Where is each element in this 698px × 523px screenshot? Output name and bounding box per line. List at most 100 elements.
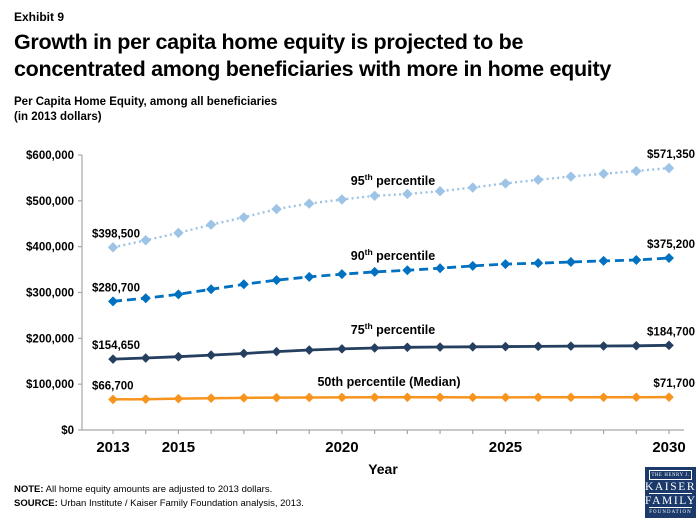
series-label: 75th percentile [351,321,436,337]
data-point-marker [402,392,413,403]
note-line: NOTE: All home equity amounts are adjust… [14,483,304,497]
source-line: SOURCE: Urban Institute / Kaiser Family … [14,497,304,511]
series-line [112,256,670,303]
data-point-marker [108,394,118,405]
x-axis-title: Year [368,461,398,477]
series-line [112,395,670,401]
chart-subtitle-line1: Per Capita Home Equity, among all benefi… [14,96,278,108]
start-value-label: $66,700 [92,380,134,392]
series-95th-percentile: 95th percentile $398,500 $571,350 [92,149,695,253]
data-point-marker [631,165,642,177]
data-point-marker [304,271,315,282]
data-point-marker [631,340,642,351]
note-label: NOTE: [14,484,44,495]
data-point-marker [140,353,151,363]
data-point-marker [304,198,315,209]
data-point-marker [140,293,151,304]
data-point-marker [173,289,184,300]
data-point-marker [369,392,380,403]
kff-logo-line1: THE HENRY J. [649,470,692,480]
start-value-label: $280,700 [92,282,140,294]
kff-logo-line4: FOUNDATION [649,510,692,515]
data-point-marker [500,392,511,403]
y-tick-label: $600,000 [26,150,74,162]
source-label: SOURCE: [14,497,58,509]
data-point-marker [336,194,348,205]
data-point-marker [337,392,347,403]
footnote: NOTE: All home equity amounts are adjust… [14,483,304,510]
data-point-marker [238,212,250,223]
data-point-marker [173,351,184,362]
source-text: Urban Institute / Kaiser Family Foundati… [57,497,304,509]
data-point-marker [304,392,315,403]
data-point-marker [239,348,249,359]
data-point-marker [533,392,543,403]
data-point-marker [271,203,282,215]
series-label: 90th percentile [351,247,436,263]
kff-logo-rule2 [649,507,692,508]
kff-logo: THE HENRY J. KAISER FAMILY FOUNDATION [645,467,696,518]
data-point-marker [566,392,576,403]
x-tick-label: 2030 [652,439,685,456]
data-point-marker [467,182,478,193]
data-point-marker [271,275,282,286]
data-point-marker [206,284,217,295]
data-point-marker [434,186,446,197]
data-point-marker [500,178,511,189]
y-tick-label: $200,000 [26,333,74,345]
series-label: 50th percentile (Median) [317,375,460,389]
data-point-marker [566,341,576,351]
end-value-label: $184,700 [647,326,695,338]
data-point-marker [336,269,347,280]
data-point-marker [598,255,609,266]
data-point-marker [500,259,511,270]
y-tick-label: $100,000 [26,379,74,391]
data-point-marker [140,235,151,246]
y-tick-label: $300,000 [26,288,74,300]
data-point-marker [663,162,675,174]
data-point-marker [369,266,380,277]
kff-logo-rule1 [649,493,692,494]
data-point-marker [402,342,413,353]
data-point-marker [467,260,478,271]
end-value-label: $375,200 [647,239,695,251]
data-point-marker [435,342,445,352]
exhibit-label: Exhibit 9 [14,10,65,24]
data-point-marker [598,168,609,179]
data-point-marker [140,394,151,404]
series-line [112,343,670,361]
data-point-marker [598,392,609,403]
chart-subtitle-line2: (in 2013 dollars) [14,111,102,123]
data-point-marker [238,279,249,290]
data-point-marker [565,171,577,182]
data-point-marker [402,265,413,276]
start-value-label: $398,500 [92,228,140,240]
data-point-marker [631,254,642,265]
series-label: 95th percentile [351,172,436,188]
data-point-marker [402,188,413,200]
page-title: Growth in per capita home equity is proj… [14,29,686,83]
y-tick-label: $400,000 [26,242,74,254]
page-title-line2: concentrated among beneficiaries with mo… [14,57,611,81]
y-tick-label: $500,000 [26,196,74,208]
end-value-label: $71,700 [653,378,695,390]
data-point-marker [664,340,674,351]
series-90th-percentile: 90th percentile $280,700 $375,200 [92,239,695,307]
series-50th-percentile-median-: 50th percentile (Median) $66,700 $71,700 [92,375,695,405]
chart-subtitle: Per Capita Home Equity, among all benefi… [14,95,277,125]
data-point-marker [205,219,217,230]
data-point-marker [206,393,216,403]
data-point-marker [206,350,216,360]
data-point-marker [271,346,282,357]
data-point-marker [304,345,315,355]
data-point-marker [467,342,478,352]
data-point-marker [108,354,118,364]
data-point-marker [467,392,478,403]
kff-logo-line3: FAMILY [645,495,697,507]
data-point-marker [108,296,118,307]
data-point-marker [631,392,642,403]
x-tick-label: 2020 [325,439,358,456]
data-point-marker [173,227,184,239]
data-point-marker [271,392,282,403]
x-tick-label: 2025 [489,439,522,456]
